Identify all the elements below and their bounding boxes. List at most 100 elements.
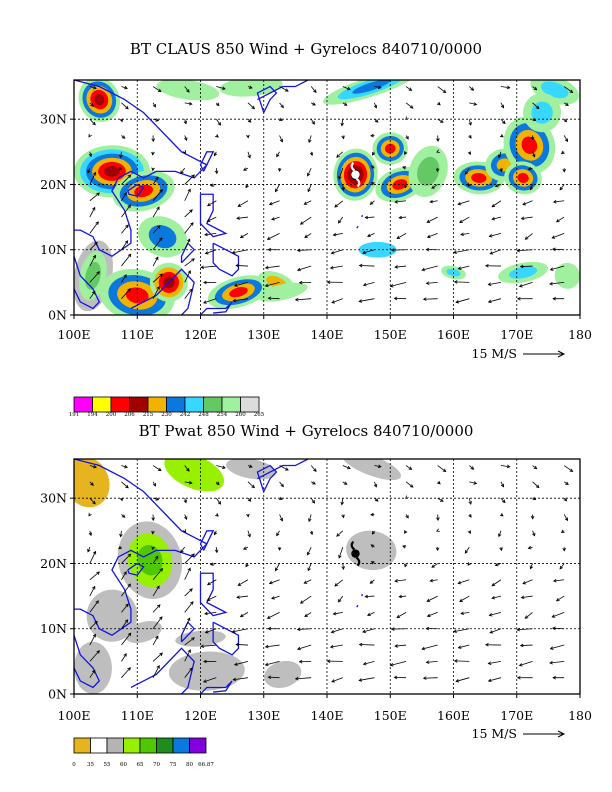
x-tick-label: 120E xyxy=(184,708,217,723)
wind-vector-head xyxy=(332,232,337,237)
wind-vector-head xyxy=(552,296,556,301)
wind-vector-head xyxy=(155,256,159,261)
wind-vector-head xyxy=(119,497,124,502)
coastline xyxy=(199,151,215,172)
field-blob xyxy=(168,651,245,691)
wind-vector-head xyxy=(214,170,219,175)
wind-vector xyxy=(234,660,249,666)
wind-vector xyxy=(121,465,128,468)
wind-vector xyxy=(184,637,195,646)
wind-vector xyxy=(184,258,195,267)
colorbar-swatch xyxy=(129,396,149,413)
wind-vector-head xyxy=(429,578,434,583)
wind-vector xyxy=(121,174,131,185)
wind-vector-head xyxy=(285,467,289,471)
wind-vector-head xyxy=(202,300,207,304)
wind-vector xyxy=(330,644,343,648)
wind-vector xyxy=(331,628,343,633)
wind-vector-head xyxy=(156,225,161,229)
wind-vector-head xyxy=(312,481,316,485)
wind-vector-head xyxy=(358,263,363,268)
wind-vector xyxy=(455,298,470,303)
wind-vector-head xyxy=(95,600,99,604)
wind-vector-head xyxy=(499,547,503,552)
wind-vector xyxy=(152,177,159,185)
wind-vector-head xyxy=(186,89,190,93)
wind-vector xyxy=(549,281,565,285)
wind-vector xyxy=(89,255,96,267)
x-tick-label: 160E xyxy=(437,327,470,342)
wind-vector-head xyxy=(364,594,369,599)
wind-vector xyxy=(556,216,565,223)
wind-vector xyxy=(519,281,533,287)
wind-vector xyxy=(121,653,127,662)
wind-vector-head xyxy=(426,598,431,602)
wind-vector-head xyxy=(159,567,163,572)
coastline xyxy=(74,80,208,258)
wind-vector-head xyxy=(340,122,344,127)
x-tick-label: 130E xyxy=(247,708,280,723)
wind-vector-head xyxy=(468,135,472,139)
wind-vector xyxy=(89,118,96,126)
wind-vector-head xyxy=(188,101,193,106)
wind-vector xyxy=(522,200,533,206)
wind-vector-head xyxy=(532,117,537,122)
wind-vector-head xyxy=(436,528,440,532)
wind-vector xyxy=(152,206,160,218)
wind-vector xyxy=(525,612,533,619)
wind-vector-head xyxy=(247,119,252,123)
wind-vector-head xyxy=(88,153,93,158)
colorbar-swatch xyxy=(90,737,108,754)
wind-vector-head xyxy=(529,565,534,570)
coastline xyxy=(74,635,101,689)
wind-vector xyxy=(121,667,131,678)
wind-vector-head xyxy=(569,89,574,93)
wind-vector-head xyxy=(215,134,219,138)
wind-vector-head xyxy=(309,152,314,157)
wind-vector-head xyxy=(204,232,208,237)
wind-vector-head xyxy=(519,643,524,648)
wind-vector xyxy=(207,200,217,207)
wind-vector xyxy=(89,634,96,646)
wind-vector xyxy=(374,102,377,109)
wind-vector xyxy=(489,249,502,255)
wind-vector xyxy=(530,563,533,569)
wind-vector-head xyxy=(159,616,163,620)
wind-vector-head xyxy=(494,183,499,188)
wind-vector xyxy=(236,644,248,646)
wind-vector-head xyxy=(396,235,401,239)
wind-vector-head xyxy=(213,531,218,536)
wind-vector-head xyxy=(398,594,403,599)
wind-vector xyxy=(488,298,502,303)
wind-vector xyxy=(453,628,470,633)
wind-vector xyxy=(310,86,317,93)
wind-vector-head xyxy=(502,120,506,125)
wind-vector-head xyxy=(180,170,184,175)
wind-vector xyxy=(240,233,249,239)
wind-vector xyxy=(520,644,533,646)
wind-vector-head xyxy=(326,280,331,284)
wind-vector xyxy=(342,86,351,90)
wind-vector-head xyxy=(374,119,379,123)
wind-vector-head xyxy=(429,199,434,204)
wind-vector-head xyxy=(215,102,220,107)
wind-vector xyxy=(338,216,344,224)
wind-vector-head xyxy=(127,667,131,671)
wind-vector-head xyxy=(156,285,160,290)
wind-vector-head xyxy=(124,240,129,244)
wind-vector xyxy=(89,465,97,468)
wind-vector xyxy=(454,660,470,662)
wind-vector-head xyxy=(422,297,427,301)
wind-vector xyxy=(363,281,375,286)
wind-vector xyxy=(152,497,159,501)
wind-vector xyxy=(307,546,312,556)
wind-vector-head xyxy=(464,171,469,175)
wind-vector xyxy=(500,86,510,89)
colorbar: 0 35 55 60 65 70 75 80 66.87 xyxy=(72,737,214,768)
wind-vector xyxy=(216,86,226,90)
wind-vector-head xyxy=(124,85,128,90)
wind-vector-head xyxy=(518,284,523,288)
wind-vector-head xyxy=(279,117,283,121)
wind-vector-head xyxy=(235,642,240,647)
wind-vector xyxy=(488,660,502,665)
